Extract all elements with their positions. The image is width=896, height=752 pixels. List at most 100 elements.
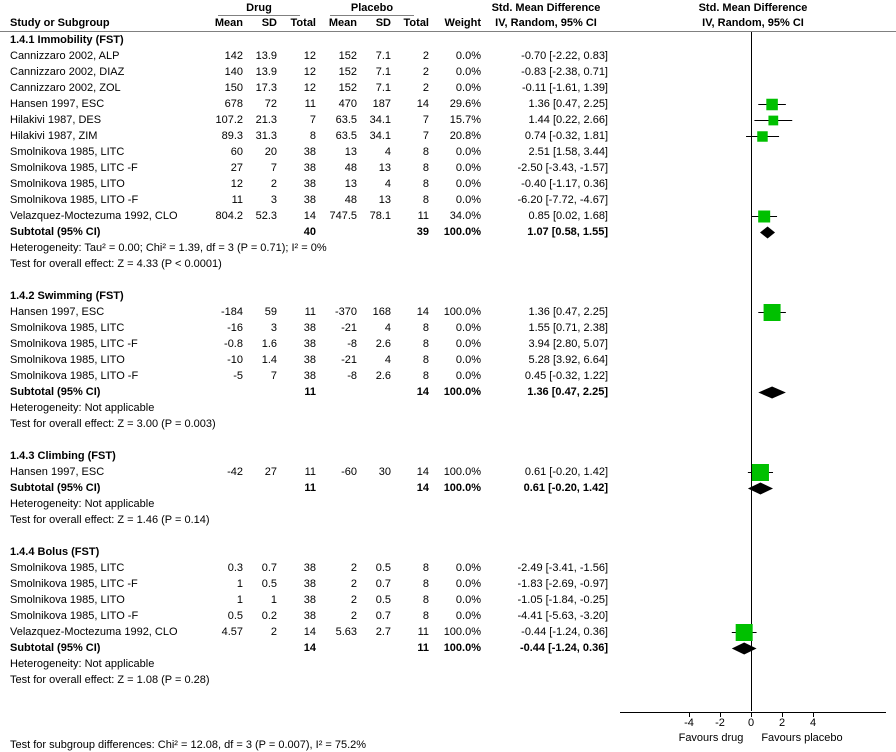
smd-header: Std. Mean Difference [491,2,601,14]
placebo-total: 11 [417,626,429,638]
weight: 0.0% [455,66,481,78]
effect-ci: -0.44 [-1.24, 0.36] [521,626,608,638]
drug-sd: 72 [264,98,277,110]
drug-sd: 7 [270,370,277,382]
x-tick-label: -4 [684,717,694,729]
subtotal-weight: 100.0% [443,642,481,654]
drug-mean: -5 [233,370,243,382]
overall-effect: Test for overall effect: Z = 3.00 (P = 0… [10,418,216,430]
weight: 29.6% [449,98,481,110]
drug-mean: 678 [224,98,243,110]
subtotal-ci: -0.44 [-1.24, 0.36] [519,642,608,654]
placebo-total: 8 [422,338,429,350]
placebo-sd: 0.5 [375,562,391,574]
drug-total: 12 [303,82,316,94]
study-marker [768,115,779,126]
drug-mean: 89.3 [221,130,243,142]
col-study: Study or Subgroup [10,17,110,29]
subtotal-label: Subtotal (95% CI) [10,482,101,494]
subtotal-label: Subtotal (95% CI) [10,226,101,238]
subtotal-drug-total: 14 [303,642,316,654]
weight: 0.0% [455,610,481,622]
smd-plot-header: Std. Mean Difference [698,2,808,14]
placebo-sd: 0.7 [375,578,391,590]
subgroup-title: 1.4.2 Swimming (FST) [10,290,124,302]
drug-sd: 13.9 [255,50,277,62]
placebo-total: 8 [422,322,429,334]
drug-sd: 31.3 [255,130,277,142]
study-name: Hansen 1997, ESC [10,98,105,110]
placebo-mean: -8 [347,338,357,350]
placebo-sd: 34.1 [369,130,391,142]
drug-mean: 804.2 [215,210,243,222]
drug-sd: 21.3 [255,114,277,126]
drug-mean: 150 [224,82,243,94]
drug-mean: -10 [227,354,243,366]
drug-mean: -16 [227,322,243,334]
drug-total: 11 [304,98,316,110]
study-marker [751,464,769,481]
drug-sd: 52.3 [255,210,277,222]
study-name: Hansen 1997, ESC [10,466,105,478]
drug-header-line [218,15,300,16]
weight: 0.0% [455,194,481,206]
study-name: Hilakivi 1987, DES [10,114,102,126]
effect-ci: -0.40 [-1.17, 0.36] [521,178,608,190]
placebo-total: 8 [422,562,429,574]
placebo-mean: -370 [334,306,357,318]
study-name: Smolnikova 1985, LITC -F [10,162,138,174]
subgroup-title: 1.4.1 Immobility (FST) [10,34,124,46]
study-name: Smolnikova 1985, LITO [10,594,125,606]
x-tick-label: -2 [715,717,725,729]
drug-mean: 1 [236,578,243,590]
placebo-total: 2 [422,66,429,78]
study-name: Hilakivi 1987, ZIM [10,130,98,142]
weight: 34.0% [449,210,481,222]
drug-sd: 7 [270,162,277,174]
drug-mean: -184 [220,306,243,318]
drug-sd: 1.6 [261,338,277,350]
drug-sd: 13.9 [255,66,277,78]
placebo-mean: -21 [341,322,357,334]
overall-effect: Test for overall effect: Z = 1.46 (P = 0… [10,514,210,526]
drug-total: 11 [304,466,316,478]
placebo-total: 8 [422,610,429,622]
drug-total: 38 [303,578,316,590]
placebo-mean: 2 [350,610,357,622]
placebo-total: 2 [422,82,429,94]
placebo-mean: 2 [350,578,357,590]
study-name: Smolnikova 1985, LITC -F [10,578,138,590]
weight: 100.0% [443,306,481,318]
drug-total: 38 [303,370,316,382]
drug-sd: 17.3 [255,82,277,94]
drug-sd: 2 [270,178,277,190]
placebo-mean: 63.5 [335,114,357,126]
drug-mean: 1 [236,594,243,606]
subtotal-drug-total: 11 [304,386,316,398]
col-drug-mean: Mean [214,17,243,29]
study-name: Velazquez-Moctezuma 1992, CLO [10,210,178,222]
favours-left: Favours drug [679,732,744,744]
effect-ci: -0.11 [-1.61, 1.39] [521,82,608,94]
subtotal-ci: 0.61 [-0.20, 1.42] [523,482,608,494]
subtotal-weight: 100.0% [443,482,481,494]
placebo-sd: 2.7 [375,626,391,638]
placebo-mean: 13 [344,146,357,158]
drug-total: 38 [303,162,316,174]
header-divider [0,31,896,32]
study-name: Velazquez-Moctezuma 1992, CLO [10,626,178,638]
weight: 0.0% [455,50,481,62]
effect-ci: 3.94 [2.80, 5.07] [528,338,608,350]
subtotal-placebo-total: 39 [416,226,429,238]
placebo-sd: 13 [378,194,391,206]
subtotal-diamond [759,226,776,239]
drug-total: 14 [303,626,316,638]
weight: 0.0% [455,322,481,334]
placebo-total: 8 [422,194,429,206]
effect-ci: 2.51 [1.58, 3.44] [528,146,608,158]
weight: 0.0% [455,338,481,350]
placebo-sd: 4 [384,354,391,366]
weight: 20.8% [449,130,481,142]
drug-sd: 2 [270,626,277,638]
placebo-sd: 0.5 [375,594,391,606]
